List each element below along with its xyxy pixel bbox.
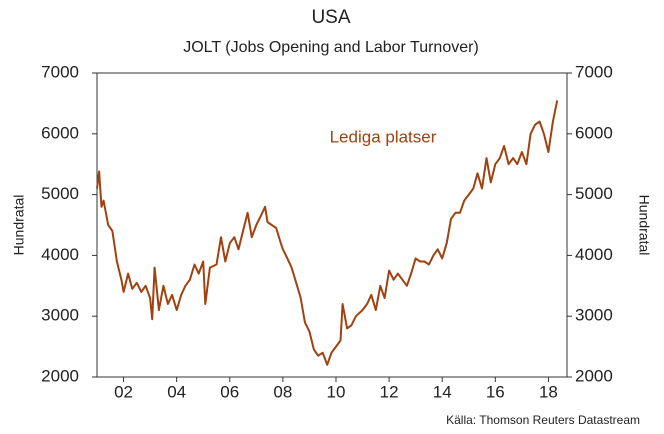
x-tick-label: 06 [220,382,239,401]
y2-tick-label: 2000 [575,366,613,385]
x-tick-label: 14 [433,382,452,401]
chart-subtitle: JOLT (Jobs Opening and Labor Turnover) [183,39,479,56]
y-tick-label: 3000 [41,306,79,325]
y-axis-label: Hundratal [11,195,27,256]
y2-tick-label: 6000 [575,123,613,142]
y-tick-label: 7000 [41,62,79,81]
source: Källa: Thomson Reuters Datastream [446,413,640,427]
x-tick-label: 12 [380,382,399,401]
x-tick-label: 02 [114,382,133,401]
y2-axis-label: Hundratal [636,195,652,256]
x-tick-label: 04 [167,382,186,401]
y2-tick-label: 5000 [575,184,613,203]
y-tick-label: 4000 [41,245,79,264]
plot-frame [96,72,568,378]
y2-tick-label: 7000 [575,62,613,81]
x-tick-label: 10 [327,382,346,401]
x-tick-label: 16 [486,382,505,401]
chart-title: USA [311,7,350,28]
y2-tick-label: 3000 [575,306,613,325]
y-tick-label: 6000 [41,123,79,142]
y2-tick-label: 4000 [575,245,613,264]
x-tick-label: 08 [273,382,292,401]
y-tick-label: 5000 [41,184,79,203]
y-tick-label: 2000 [41,366,79,385]
x-tick-label: 18 [539,382,558,401]
data-line [96,100,559,366]
annotation: Lediga platser [330,127,437,146]
